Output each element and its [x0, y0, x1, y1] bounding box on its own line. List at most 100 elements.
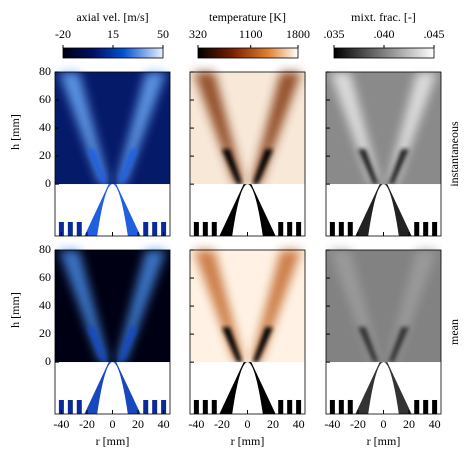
wall-block [58, 221, 64, 236]
wall-block [161, 221, 167, 236]
field [326, 250, 441, 414]
wall-block [338, 221, 344, 236]
colorbar-tick-label: 1800 [286, 27, 310, 41]
wall-block [193, 399, 199, 414]
wall-block [278, 399, 284, 414]
colorbar-tick-label: .045 [424, 27, 445, 41]
field [326, 72, 441, 236]
wall-block [329, 221, 335, 236]
colorbar-label: temperature [K] [209, 10, 286, 24]
field [190, 72, 305, 236]
x-tick-label: 20 [132, 417, 144, 431]
wall-block [161, 399, 167, 414]
bluff-body [232, 362, 263, 414]
wall-block [414, 221, 420, 236]
wall-block [329, 399, 335, 414]
bluff-body [97, 362, 128, 414]
field [55, 250, 170, 414]
row-label: instantaneous [447, 121, 461, 187]
x-axis-label: r [mm] [367, 434, 401, 448]
bluff-body [368, 184, 399, 236]
colorbar-tick-label: .035 [324, 27, 345, 41]
wall-block [76, 399, 82, 414]
jet-core [357, 149, 379, 185]
wall-block [432, 399, 438, 414]
x-axis-label: r [mm] [231, 434, 265, 448]
x-tick-label: 20 [403, 417, 415, 431]
y-tick-label: 80 [39, 242, 51, 256]
x-tick-label: -40 [53, 417, 69, 431]
wall-block [202, 221, 208, 236]
jet-core [86, 149, 108, 185]
wall-block [423, 399, 429, 414]
wall-block [338, 399, 344, 414]
bluff-body [97, 184, 128, 236]
wall-block [152, 399, 158, 414]
jet-core [221, 327, 243, 363]
wall-block [58, 399, 64, 414]
field [190, 250, 305, 414]
x-axis-label: r [mm] [96, 434, 130, 448]
x-tick-label: 0 [245, 417, 251, 431]
y-tick-label: 80 [39, 64, 51, 78]
wall-block [211, 221, 217, 236]
x-tick-label: 20 [267, 417, 279, 431]
y-tick-label: 0 [45, 176, 51, 190]
wall-block [287, 399, 293, 414]
y-tick-label: 60 [39, 92, 51, 106]
colorbar-tick-label: 320 [189, 27, 207, 41]
colorbar-tick-label: -20 [55, 27, 71, 41]
y-tick-label: 0 [45, 354, 51, 368]
y-tick-label: 60 [39, 270, 51, 284]
wall-block [347, 399, 353, 414]
jet-core [221, 149, 243, 185]
colorbar-tick-label: .040 [374, 27, 395, 41]
wall-block [67, 399, 73, 414]
colorbar-tick-label: 1100 [239, 27, 263, 41]
x-tick-label: 0 [381, 417, 387, 431]
jet-core [388, 327, 410, 363]
colorbar [333, 47, 435, 59]
wall-block [296, 221, 302, 236]
wall-block [152, 221, 158, 236]
x-tick-label: -20 [214, 417, 230, 431]
jet-core [357, 327, 379, 363]
wall-block [76, 221, 82, 236]
wall-block [287, 221, 293, 236]
bluff-body [232, 184, 263, 236]
row-label: mean [447, 319, 461, 345]
y-axis-label: h [mm] [8, 292, 22, 328]
x-tick-label: -20 [350, 417, 366, 431]
wall-block [67, 221, 73, 236]
wall-block [414, 399, 420, 414]
x-tick-label: 40 [158, 417, 170, 431]
colorbar [62, 47, 164, 59]
y-tick-label: 20 [39, 326, 51, 340]
field [55, 72, 170, 236]
x-tick-label: 40 [293, 417, 305, 431]
y-tick-label: 20 [39, 148, 51, 162]
wall-block [347, 221, 353, 236]
jet-core [252, 149, 274, 185]
wall-block [423, 221, 429, 236]
jet-core [117, 149, 139, 185]
y-tick-label: 40 [39, 120, 51, 134]
colorbar-label: mixt. frac. [-] [351, 10, 416, 24]
x-tick-label: -40 [324, 417, 340, 431]
jet-core [86, 327, 108, 363]
wall-block [193, 221, 199, 236]
wall-block [143, 221, 149, 236]
colorbar-tick-label: 15 [107, 27, 119, 41]
y-axis-label: h [mm] [8, 114, 22, 150]
x-tick-label: -40 [188, 417, 204, 431]
x-tick-label: 40 [429, 417, 441, 431]
colorbar-tick-label: 50 [157, 27, 169, 41]
wall-block [296, 399, 302, 414]
wall-block [202, 399, 208, 414]
wall-block [211, 399, 217, 414]
x-tick-label: 0 [110, 417, 116, 431]
jet-core [252, 327, 274, 363]
wall-block [432, 221, 438, 236]
jet-core [388, 149, 410, 185]
